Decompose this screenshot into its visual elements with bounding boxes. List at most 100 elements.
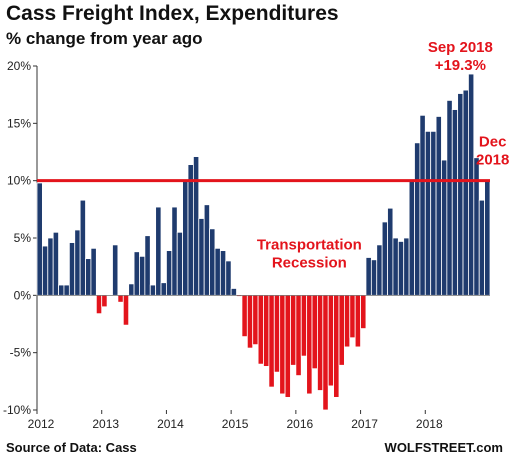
bar (322, 294, 329, 411)
bar (133, 251, 140, 296)
bar (435, 116, 442, 296)
bar (171, 206, 178, 296)
bar (128, 283, 135, 296)
bar (462, 89, 469, 296)
bar (295, 294, 302, 377)
bar (446, 100, 453, 296)
bar (263, 294, 270, 367)
bar (387, 207, 394, 296)
bar-series (36, 73, 491, 411)
bar (457, 93, 464, 296)
bar (101, 294, 108, 308)
bar (41, 245, 49, 296)
annotation-text: Transportation (257, 236, 362, 253)
bar (317, 294, 324, 391)
x-axis: 2012 2013 2014 2015 2016 2017 2018 (28, 410, 443, 431)
bar (484, 180, 491, 296)
bar (36, 182, 43, 296)
bar (241, 294, 248, 338)
bar (198, 218, 205, 296)
bar (419, 114, 426, 296)
chart-title: Cass Freight Index, Expenditures (6, 2, 339, 25)
bar (414, 142, 421, 296)
bar (290, 294, 297, 366)
bar (327, 294, 335, 387)
annotation-text: Sep 2018 (428, 39, 493, 56)
y-tick-label: 10% (7, 174, 31, 188)
x-tick-label: 2012 (28, 417, 55, 431)
chart-subtitle: % change from year ago (6, 29, 203, 48)
bar (343, 294, 351, 348)
bar (192, 156, 200, 296)
bar (52, 231, 59, 296)
bar (182, 179, 189, 296)
annotation-text: Recession (272, 254, 347, 271)
y-tick-label: 15% (7, 116, 31, 130)
x-tick-label: 2016 (287, 417, 314, 431)
bar (403, 237, 410, 296)
bar (354, 294, 361, 348)
bar (90, 247, 97, 296)
y-tick-label: 0% (14, 288, 32, 302)
bar (58, 284, 65, 296)
bar (311, 294, 318, 370)
bar (117, 294, 124, 303)
annotation-text: 2018 (476, 151, 509, 168)
bar (273, 294, 281, 373)
bar (225, 260, 232, 296)
bar (370, 259, 378, 296)
bar (468, 73, 475, 296)
bar (122, 294, 130, 326)
bar (397, 241, 405, 296)
y-tick-label: -5% (10, 346, 32, 360)
bar (381, 221, 388, 296)
bar (349, 294, 356, 339)
bar (424, 130, 432, 296)
source-note: Source of Data: Cass (6, 440, 137, 455)
bar (451, 109, 459, 296)
bar (85, 258, 92, 296)
bar (112, 244, 119, 296)
x-tick-label: 2013 (92, 417, 119, 431)
brand-label: WOLFSTREET.com (385, 440, 503, 455)
bar (279, 294, 286, 395)
bar (473, 157, 480, 296)
bar (430, 130, 437, 296)
bar (187, 164, 194, 296)
bar (203, 204, 210, 296)
bar (149, 284, 157, 296)
y-tick-label: 5% (14, 231, 32, 245)
bar (246, 294, 254, 349)
bar (74, 229, 81, 296)
bar (68, 242, 76, 296)
bar (209, 228, 216, 296)
bar (408, 179, 415, 296)
y-tick-label: -10% (3, 403, 31, 417)
bar (300, 294, 308, 357)
y-axis: 20% 15% 10% 5% 0% -5% -10% (3, 59, 38, 417)
x-tick-label: 2014 (157, 417, 184, 431)
bar (155, 206, 162, 296)
bar (284, 294, 291, 398)
x-tick-label: 2018 (416, 417, 443, 431)
bar (230, 288, 237, 296)
bar (63, 284, 70, 296)
bar (306, 294, 313, 395)
bar (338, 294, 345, 366)
bar (139, 255, 146, 296)
bar (47, 237, 54, 296)
bar (160, 282, 167, 296)
bar (79, 199, 86, 296)
bar (166, 250, 173, 296)
bar (219, 250, 227, 296)
bar (268, 294, 275, 388)
bar (333, 294, 340, 398)
bar (478, 199, 486, 296)
x-tick-label: 2015 (222, 417, 249, 431)
bar (360, 294, 367, 329)
bar (144, 235, 151, 296)
bar (214, 247, 221, 296)
x-tick-label: 2017 (351, 417, 378, 431)
